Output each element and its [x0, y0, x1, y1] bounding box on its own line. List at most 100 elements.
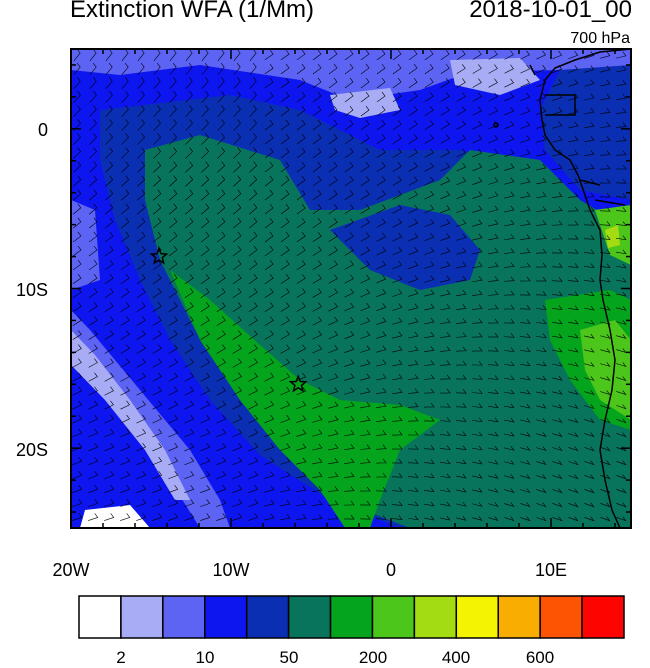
wind-barb: [471, 389, 483, 394]
wind-barb: [328, 147, 338, 159]
colorbar-swatch: [329, 595, 374, 639]
colorbar-swatch: [78, 595, 122, 639]
wind-barb: [105, 105, 113, 117]
wind-barb: [280, 443, 291, 451]
wind-barb: [536, 375, 547, 381]
wind-barb: [552, 319, 563, 325]
wind-barb: [200, 330, 210, 340]
wind-barb: [280, 161, 290, 173]
wind-barb: [328, 415, 339, 423]
wind-barb: [153, 62, 161, 76]
wind-barb: [72, 414, 82, 424]
wind-barb: [328, 373, 339, 381]
wind-barb: [584, 305, 595, 311]
wind-barb: [360, 401, 371, 409]
wind-barb: [104, 288, 114, 299]
wind-barb: [360, 387, 371, 395]
wind-barb: [249, 161, 258, 173]
wind-barb: [616, 432, 627, 438]
wind-barb: [472, 148, 483, 158]
wind-barb: [503, 304, 515, 310]
wind-barb: [424, 190, 434, 200]
wind-barb: [552, 121, 563, 129]
wind-barb: [487, 290, 499, 296]
wind-barb: [168, 231, 178, 243]
wind-barb: [424, 275, 435, 283]
wind-barb: [568, 79, 579, 87]
wind-barb: [535, 234, 547, 240]
wind-barb: [120, 471, 131, 480]
wind-barb: [328, 119, 338, 131]
wind-barb: [344, 429, 355, 437]
wind-barb: [456, 473, 467, 479]
wind-barb: [615, 207, 627, 212]
wind-barb: [343, 458, 355, 464]
wind-barb: [72, 386, 82, 396]
wind-barb: [312, 218, 322, 229]
wind-barb: [152, 499, 163, 507]
wind-barb: [248, 231, 258, 243]
wind-barb: [535, 276, 547, 282]
wind-barb: [360, 190, 370, 200]
wind-barb: [248, 344, 258, 354]
wind-barb: [423, 445, 435, 450]
wind-barb: [616, 51, 627, 59]
wind-barb: [312, 147, 322, 159]
wind-barb: [216, 414, 226, 424]
wind-barb: [408, 345, 419, 353]
wind-barb: [185, 133, 193, 145]
wind-barb: [120, 316, 130, 326]
wind-barb: [88, 372, 98, 382]
colorbar-label-2: 2: [116, 648, 126, 667]
wind-barb: [169, 91, 177, 103]
wind-barb: [88, 302, 98, 312]
wind-barb: [360, 133, 370, 145]
wind-barb: [536, 135, 547, 143]
wind-barb: [184, 471, 195, 480]
wind-barb: [88, 485, 99, 493]
wind-barb: [153, 189, 162, 201]
wind-barb: [536, 206, 547, 212]
wind-barb: [391, 430, 403, 436]
wind-barb: [471, 304, 483, 310]
wind-barb: [456, 261, 467, 269]
wind-barb: [216, 428, 227, 438]
wind-barb: [264, 259, 274, 271]
colorbar-label-600: 600: [525, 648, 555, 667]
wind-barb: [280, 358, 290, 368]
wind-barb: [504, 403, 515, 409]
wind-barb: [136, 273, 146, 285]
wind-barb: [583, 206, 595, 212]
wind-barb: [328, 387, 339, 395]
wind-barb: [616, 235, 627, 241]
wind-barb: [488, 474, 499, 479]
wind-barb: [72, 456, 83, 466]
wind-barb: [392, 260, 403, 270]
wind-barb: [264, 245, 274, 257]
wind-barb: [137, 119, 145, 131]
wind-barb: [520, 460, 531, 465]
wind-barb: [121, 147, 129, 159]
wind-barb: [391, 402, 403, 408]
wind-barb: [584, 516, 595, 522]
wind-barb: [360, 274, 371, 284]
wind-barb: [105, 91, 113, 103]
wind-barb: [600, 108, 611, 115]
wind-barb: [104, 428, 115, 438]
wind-barb: [104, 330, 114, 340]
wind-barb: [104, 344, 114, 354]
wind-barb: [455, 431, 467, 436]
wind-barb: [600, 122, 611, 128]
wind-barb: [88, 217, 98, 229]
wind-barb: [136, 217, 146, 229]
colorbar-label-10: 10: [195, 648, 215, 667]
wind-barb: [519, 234, 531, 240]
colorbar-label-400: 400: [441, 648, 471, 667]
wind-barb: [88, 316, 98, 326]
wind-barb: [424, 78, 434, 89]
wind-barb: [503, 333, 515, 338]
wind-barb: [153, 119, 161, 131]
wind-barb: [456, 92, 466, 102]
wind-barb: [520, 64, 530, 74]
wind-barb: [312, 49, 322, 61]
